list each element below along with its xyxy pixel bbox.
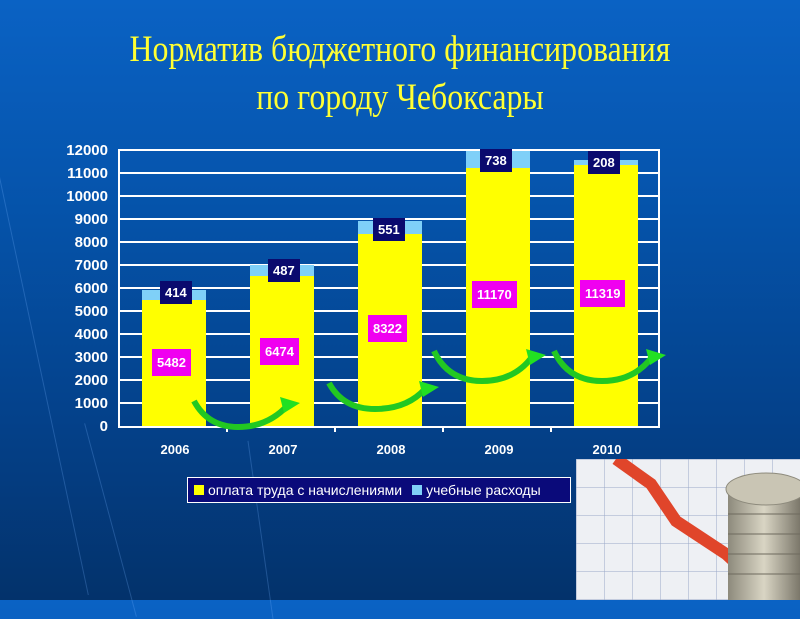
gridline bbox=[118, 149, 660, 151]
plot-right-border bbox=[658, 149, 660, 428]
y-tick-label: 2000 bbox=[74, 372, 108, 389]
y-tick-label: 1000 bbox=[74, 395, 108, 412]
legend-swatch-salary bbox=[194, 485, 204, 495]
y-tick-label: 6000 bbox=[74, 280, 108, 297]
data-label-study-2008: 551 bbox=[373, 218, 405, 241]
x-tick-label: 2006 bbox=[160, 442, 190, 457]
y-tick-label: 4000 bbox=[74, 326, 108, 343]
chart-plot-area: 414 487 551 738 208 5482 6474 8322 11170… bbox=[118, 149, 666, 432]
y-tick-label: 9000 bbox=[74, 211, 108, 228]
background-decoration bbox=[84, 423, 137, 617]
growth-arrow-icon bbox=[431, 349, 546, 385]
title-line-1: Норматив бюджетного финансирования bbox=[129, 29, 671, 70]
gridline bbox=[118, 172, 660, 174]
x-tick bbox=[334, 426, 336, 432]
x-axis bbox=[118, 426, 660, 428]
x-tick-label: 2009 bbox=[484, 442, 514, 457]
slide-title: Норматив бюджетного финансирования по го… bbox=[56, 26, 744, 122]
y-tick-label: 10000 bbox=[66, 188, 108, 205]
y-tick-label: 5000 bbox=[74, 303, 108, 320]
gridline bbox=[118, 195, 660, 197]
background-decoration bbox=[247, 440, 274, 619]
chart-legend: оплата труда с начислениями учебные расх… bbox=[187, 477, 571, 503]
y-tick-label: 12000 bbox=[66, 142, 108, 159]
data-label-study-2010: 208 bbox=[588, 151, 620, 174]
data-label-salary-2010: 11319 bbox=[580, 280, 626, 307]
y-tick-label: 11000 bbox=[67, 165, 108, 182]
coins-photo bbox=[576, 459, 800, 600]
y-tick-label: 0 bbox=[99, 418, 108, 435]
data-label-study-2009: 738 bbox=[480, 149, 512, 172]
y-tick-label: 7000 bbox=[74, 257, 108, 274]
x-tick-label: 2008 bbox=[376, 442, 406, 457]
data-label-salary-2009: 11170 bbox=[472, 281, 517, 308]
y-axis bbox=[118, 149, 120, 428]
y-tick-label: 8000 bbox=[74, 234, 108, 251]
growth-arrow-icon bbox=[551, 349, 666, 385]
x-tick bbox=[442, 426, 444, 432]
legend-label-study: учебные расходы bbox=[426, 482, 541, 498]
coins-chart-image-icon bbox=[576, 459, 800, 600]
legend-swatch-study bbox=[412, 485, 423, 495]
y-tick-label: 3000 bbox=[74, 349, 108, 366]
data-label-salary-2006: 5482 bbox=[152, 349, 191, 376]
legend-label-salary: оплата труда с начислениями bbox=[208, 482, 403, 498]
x-tick-label: 2007 bbox=[268, 442, 298, 457]
growth-arrow-icon bbox=[326, 381, 439, 413]
data-label-study-2006: 414 bbox=[160, 281, 192, 304]
x-tick-label: 2010 bbox=[592, 442, 622, 457]
data-label-salary-2007: 6474 bbox=[260, 338, 299, 365]
title-line-2: по городу Чебоксары bbox=[256, 77, 544, 118]
data-label-salary-2008: 8322 bbox=[368, 315, 407, 342]
data-label-study-2007: 487 bbox=[268, 259, 300, 282]
growth-arrow-icon bbox=[191, 397, 300, 431]
x-tick bbox=[550, 426, 552, 432]
